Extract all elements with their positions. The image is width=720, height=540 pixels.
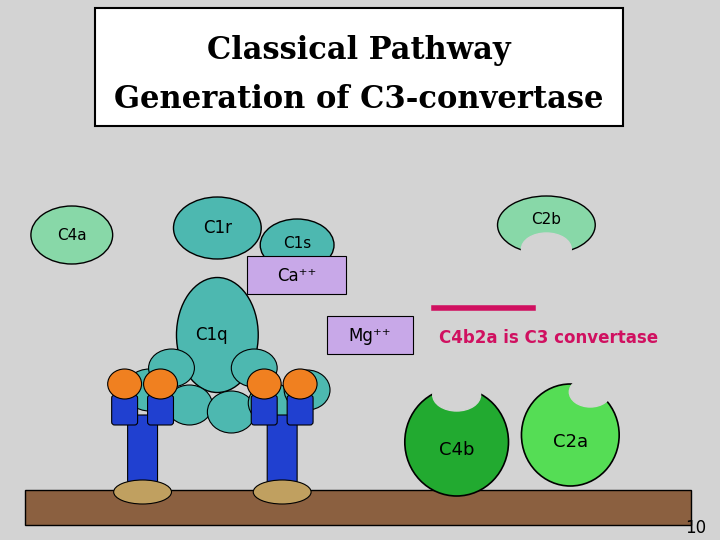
FancyBboxPatch shape	[95, 8, 623, 126]
Text: C2b: C2b	[531, 212, 562, 226]
Text: C4a: C4a	[57, 227, 86, 242]
Ellipse shape	[284, 370, 330, 410]
FancyBboxPatch shape	[127, 415, 158, 493]
Ellipse shape	[114, 480, 171, 504]
Ellipse shape	[521, 384, 619, 486]
FancyBboxPatch shape	[112, 395, 138, 425]
Text: Generation of C3-convertase: Generation of C3-convertase	[114, 84, 603, 116]
Ellipse shape	[433, 379, 480, 411]
FancyBboxPatch shape	[251, 395, 277, 425]
FancyBboxPatch shape	[247, 256, 346, 294]
Text: C4b2a is C3 convertase: C4b2a is C3 convertase	[438, 329, 658, 347]
Ellipse shape	[174, 197, 261, 259]
Ellipse shape	[108, 369, 142, 399]
Ellipse shape	[247, 369, 282, 399]
Ellipse shape	[405, 388, 508, 496]
Text: Ca⁺⁺: Ca⁺⁺	[277, 267, 317, 285]
Text: 10: 10	[685, 519, 706, 537]
Ellipse shape	[148, 349, 194, 387]
Bar	[25, 490, 691, 525]
FancyBboxPatch shape	[327, 316, 413, 354]
FancyBboxPatch shape	[287, 395, 313, 425]
Ellipse shape	[570, 377, 611, 407]
Text: C2a: C2a	[553, 433, 588, 451]
Text: C1r: C1r	[203, 219, 232, 237]
Ellipse shape	[31, 206, 112, 264]
Text: C1q: C1q	[195, 326, 228, 344]
Ellipse shape	[498, 196, 595, 254]
Ellipse shape	[166, 385, 212, 425]
Ellipse shape	[521, 233, 571, 265]
FancyBboxPatch shape	[148, 395, 174, 425]
Ellipse shape	[176, 278, 258, 393]
Ellipse shape	[283, 369, 317, 399]
Text: C4b: C4b	[439, 441, 474, 459]
Ellipse shape	[231, 349, 277, 387]
Ellipse shape	[125, 369, 174, 411]
Text: C1s: C1s	[283, 237, 311, 252]
Text: Classical Pathway: Classical Pathway	[207, 35, 510, 65]
FancyBboxPatch shape	[267, 415, 297, 493]
Ellipse shape	[143, 369, 177, 399]
Ellipse shape	[207, 391, 256, 433]
Text: Mg⁺⁺: Mg⁺⁺	[348, 327, 391, 345]
Ellipse shape	[253, 480, 311, 504]
Ellipse shape	[260, 219, 334, 271]
Ellipse shape	[248, 383, 294, 423]
